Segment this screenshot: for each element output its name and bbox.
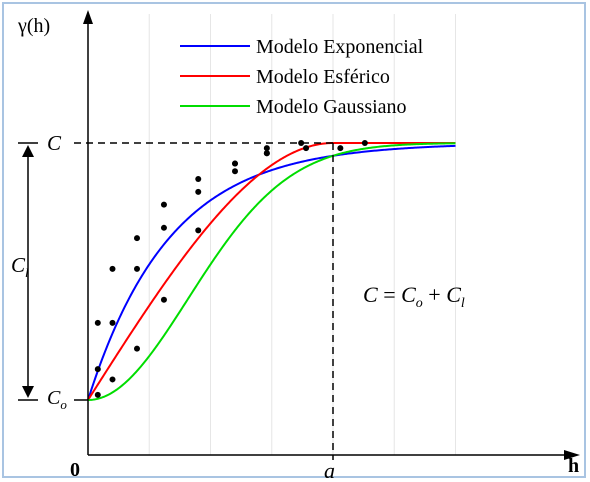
x-axis-title: h — [568, 455, 579, 477]
sample-point-spherical — [195, 188, 202, 195]
legend: Modelo Exponencial Modelo Esférico Model… — [180, 36, 424, 118]
axes-group — [18, 10, 580, 460]
sample-points — [94, 140, 368, 398]
sample-point-gaussian — [94, 391, 101, 398]
sample-point-spherical — [298, 140, 305, 146]
partial-sill-label: Cl — [11, 253, 29, 280]
model-curves — [87, 142, 456, 401]
sample-point-gaussian — [134, 345, 140, 352]
partial-sill-arrowhead-down — [22, 386, 34, 398]
sample-point-exponential — [134, 235, 140, 242]
sample-point-spherical — [232, 160, 238, 167]
curve-spherical — [87, 142, 456, 401]
sample-point-spherical — [134, 265, 140, 272]
decor-group — [148, 14, 456, 455]
legend-label-exponential: Modelo Exponencial — [256, 36, 424, 58]
sample-point-exponential — [94, 319, 101, 326]
sample-point-gaussian — [337, 145, 344, 152]
x-axis-arrowhead — [564, 450, 580, 460]
sample-point-exponential — [109, 265, 116, 272]
curve-exponential — [87, 144, 456, 401]
sample-point-gaussian — [232, 168, 238, 175]
y-axis-arrowhead — [83, 10, 93, 24]
sample-point-spherical — [94, 366, 101, 373]
sample-point-gaussian — [195, 227, 202, 234]
sample-point-exponential — [160, 201, 167, 208]
curve-gaussian — [87, 142, 456, 401]
sample-point-gaussian — [160, 296, 167, 303]
origin-label: 0 — [70, 459, 80, 481]
legend-label-gaussian: Modelo Gaussiano — [256, 96, 407, 118]
y-axis-title: γ(h) — [17, 15, 50, 37]
sample-point-gaussian — [303, 145, 310, 152]
sill-label: C — [47, 131, 62, 155]
sample-point-spherical — [109, 319, 116, 326]
sample-point-exponential — [195, 175, 202, 182]
sample-point-spherical — [263, 145, 270, 152]
sample-point-spherical — [160, 224, 167, 231]
sample-point-gaussian — [361, 140, 368, 146]
sample-point-gaussian — [263, 150, 270, 157]
range-tick-label: a — [324, 458, 335, 482]
partial-sill-arrowhead-up — [22, 145, 34, 157]
legend-label-spherical: Modelo Esférico — [256, 66, 390, 88]
equation-text: C = Co + Cl — [363, 282, 465, 311]
nugget-label: Co — [47, 387, 67, 412]
sample-point-gaussian — [109, 376, 116, 383]
